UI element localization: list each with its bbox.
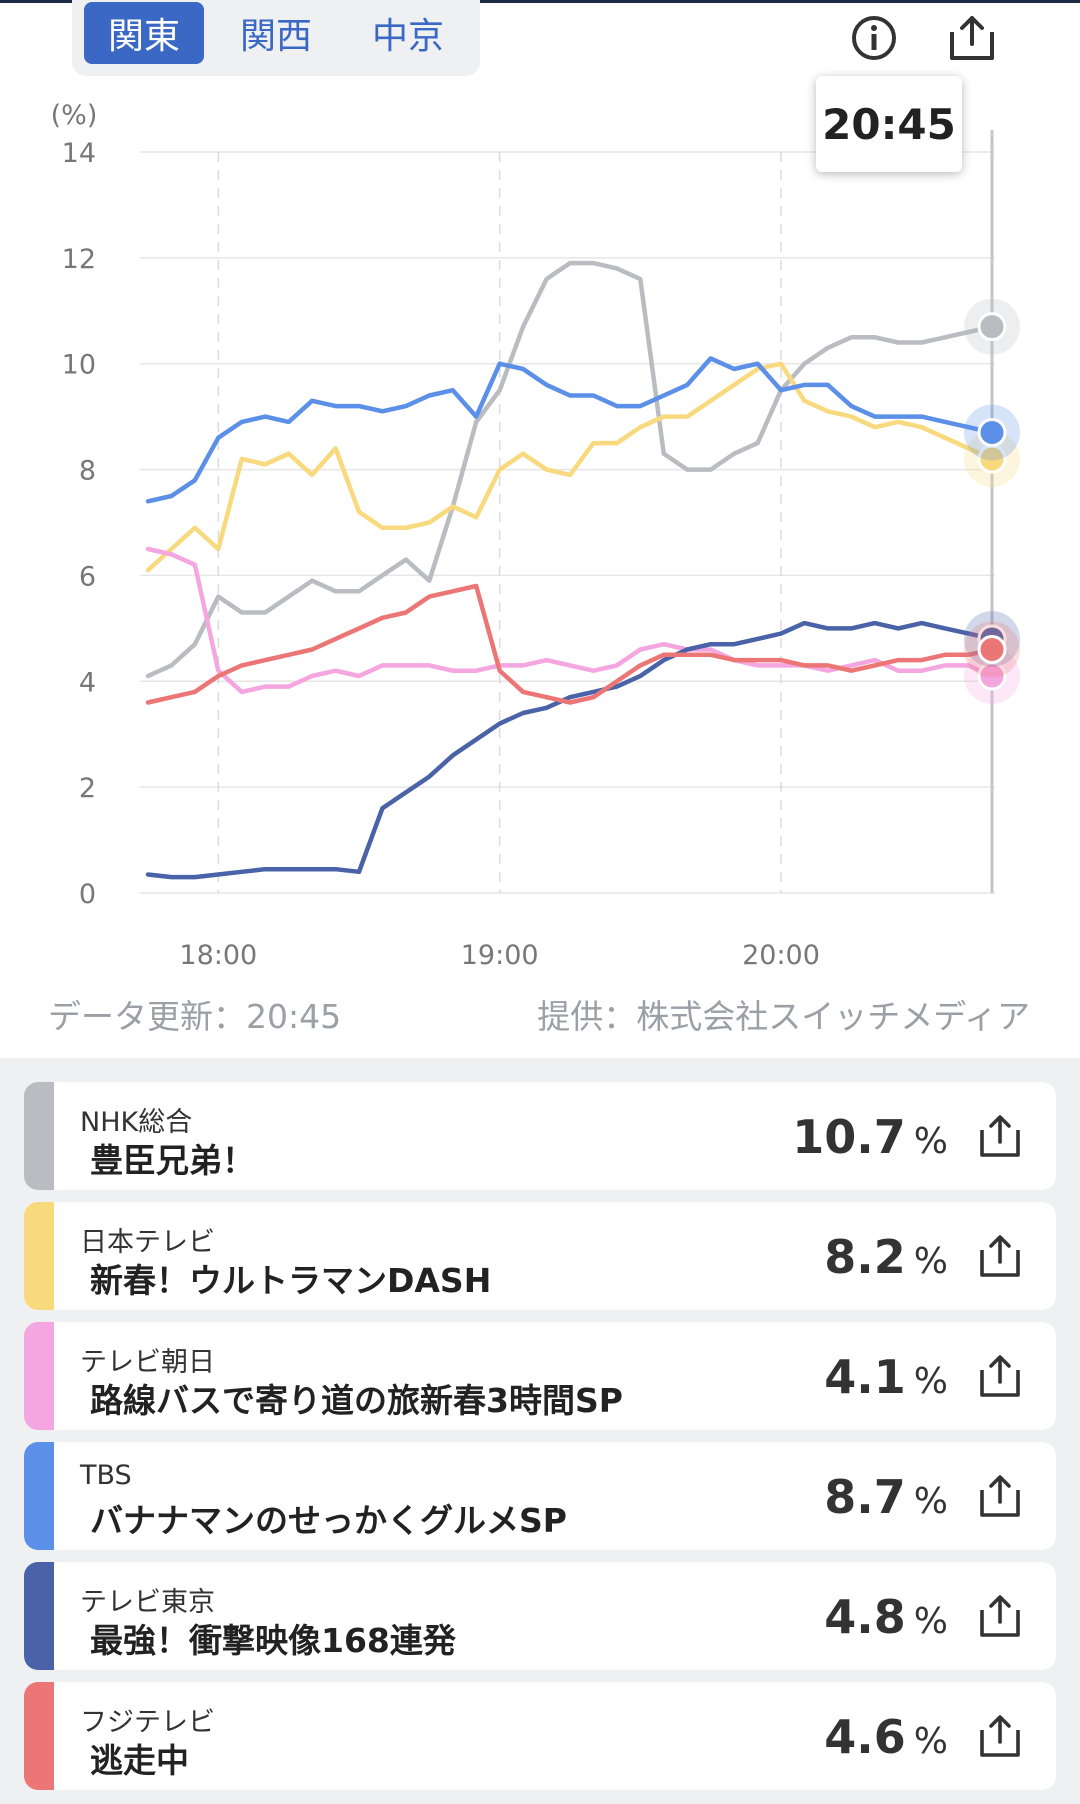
share-icon[interactable] <box>976 1232 1024 1280</box>
rating-number: 4.6 <box>824 1710 906 1764</box>
rating-value: 10.7% <box>792 1110 948 1164</box>
tab-chukyo[interactable]: 中京 <box>371 16 444 57</box>
rating-unit: % <box>913 1601 948 1642</box>
tab-kansai[interactable]: 関西 <box>239 16 312 57</box>
channel-name: TBS <box>80 1460 132 1491</box>
y-tick-label: 6 <box>79 561 96 592</box>
program-title: バナナマンのせっかくグルメSP <box>90 1501 567 1540</box>
y-tick-label: 12 <box>62 244 96 275</box>
channel-name: NHK総合 <box>80 1107 193 1138</box>
program-title: 逃走中 <box>90 1741 189 1780</box>
rating-number: 8.7 <box>824 1470 906 1524</box>
share-icon[interactable] <box>976 1592 1024 1640</box>
channel-name: フジテレビ <box>80 1707 215 1738</box>
cursor-marker <box>977 312 1007 342</box>
rating-unit: % <box>913 1721 948 1762</box>
data-updated-label: データ更新：20:45 <box>48 997 342 1036</box>
channel-row-tbs[interactable]: TBS バナナマンのせっかくグルメSP 8.7% <box>24 1442 1056 1550</box>
channel-name: 日本テレビ <box>80 1227 215 1258</box>
region-tabs: 関東 関西 中京 <box>72 0 480 76</box>
channel-color-bar <box>24 1442 54 1550</box>
share-icon[interactable] <box>976 1112 1024 1160</box>
share-icon[interactable] <box>976 1352 1024 1400</box>
channel-color-bar <box>24 1082 54 1190</box>
rating-value: 8.2% <box>824 1230 948 1284</box>
ratings-line-chart[interactable]: 0 2 4 6 8 10 12 14 (%) 18:00 19:00 20:00 <box>0 90 1080 1030</box>
share-icon[interactable] <box>976 1472 1024 1520</box>
y-tick-label: 0 <box>79 879 96 910</box>
channel-color-bar <box>24 1202 54 1310</box>
program-title: 豊臣兄弟！ <box>90 1141 255 1180</box>
rating-number: 10.7 <box>792 1110 906 1164</box>
tab-kanto[interactable]: 関東 <box>84 2 204 64</box>
rating-value: 8.7% <box>824 1470 948 1524</box>
channel-color-bar <box>24 1322 54 1430</box>
data-provider-label: 提供：株式会社スイッチメディア <box>537 997 1030 1036</box>
rating-value: 4.1% <box>824 1350 948 1404</box>
x-tick-label: 18:00 <box>179 940 257 971</box>
channel-row-fuji[interactable]: フジテレビ 逃走中 4.6% <box>24 1682 1056 1790</box>
channel-color-bar <box>24 1682 54 1790</box>
series-line <box>145 583 995 705</box>
x-tick-label: 19:00 <box>461 940 539 971</box>
program-title: 新春！ウルトラマンDASH <box>90 1261 492 1300</box>
rating-number: 4.1 <box>824 1350 906 1404</box>
channel-row-tv-tokyo[interactable]: テレビ東京 最強！衝撃映像168連発 4.8% <box>24 1562 1056 1670</box>
share-icon[interactable] <box>944 12 1000 64</box>
rating-number: 8.2 <box>824 1230 906 1284</box>
channel-row-ntv[interactable]: 日本テレビ 新春！ウルトラマンDASH 8.2% <box>24 1202 1056 1310</box>
cursor-marker <box>977 635 1007 665</box>
rating-unit: % <box>913 1361 948 1402</box>
channel-list: NHK総合 豊臣兄弟！ 10.7% 日本テレビ 新春！ウルトラマンDASH 8.… <box>24 1082 1056 1802</box>
rating-value: 4.6% <box>824 1710 948 1764</box>
channel-row-tv-asahi[interactable]: テレビ朝日 路線バスで寄り道の旅新春3時間SP 4.1% <box>24 1322 1056 1430</box>
y-tick-label: 14 <box>62 138 96 169</box>
series-line <box>145 361 995 573</box>
info-icon[interactable] <box>846 12 902 64</box>
program-title: 最強！衝撃映像168連発 <box>90 1621 456 1660</box>
program-title: 路線バスで寄り道の旅新春3時間SP <box>90 1381 623 1420</box>
share-icon[interactable] <box>976 1712 1024 1760</box>
rating-unit: % <box>913 1481 948 1522</box>
rating-number: 4.8 <box>824 1590 906 1644</box>
channel-color-bar <box>24 1562 54 1670</box>
y-axis-unit-label: (%) <box>51 100 98 131</box>
series-line <box>145 546 995 695</box>
channel-name: テレビ朝日 <box>80 1347 215 1378</box>
series-line <box>145 260 995 679</box>
channel-name: テレビ東京 <box>80 1587 215 1618</box>
y-tick-label: 8 <box>79 456 96 487</box>
cursor-time-tooltip: 20:45 <box>816 76 962 172</box>
rating-value: 4.8% <box>824 1590 948 1644</box>
series-line <box>145 356 995 504</box>
x-tick-label: 20:00 <box>742 940 820 971</box>
y-tick-label: 2 <box>79 773 96 804</box>
y-tick-label: 10 <box>62 350 96 381</box>
series-line <box>145 620 995 880</box>
cursor-marker <box>977 418 1007 448</box>
rating-unit: % <box>913 1241 948 1282</box>
rating-unit: % <box>913 1121 948 1162</box>
y-tick-label: 4 <box>79 667 96 698</box>
channel-row-nhk[interactable]: NHK総合 豊臣兄弟！ 10.7% <box>24 1082 1056 1190</box>
top-edge-line <box>0 0 1080 3</box>
